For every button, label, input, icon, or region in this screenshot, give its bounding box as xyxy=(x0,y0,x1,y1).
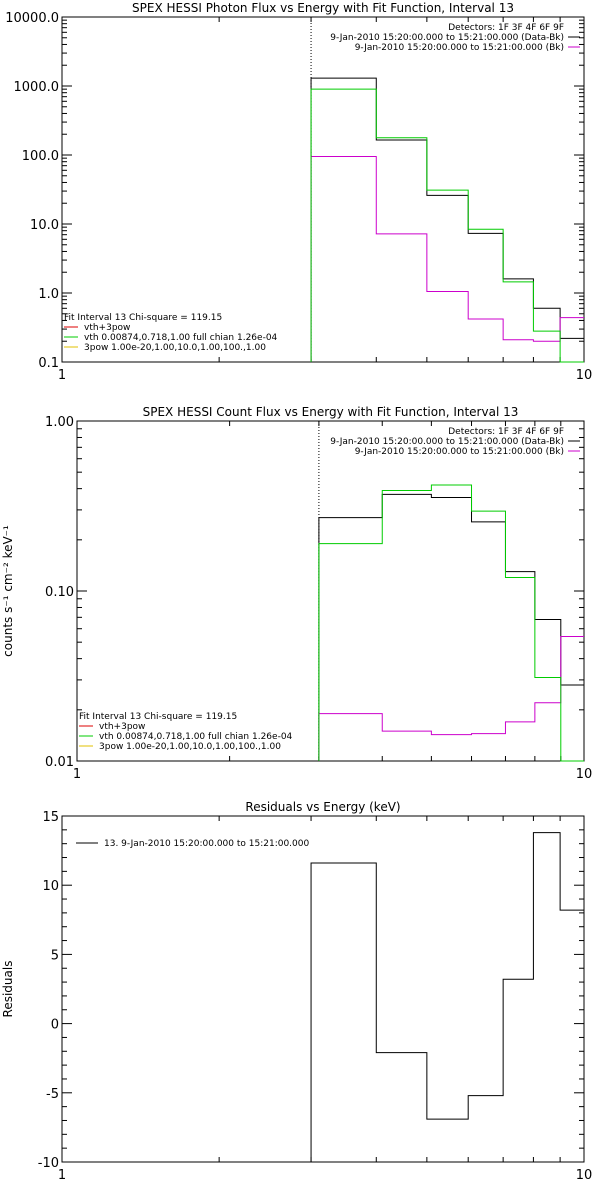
series-2-step-line xyxy=(318,484,584,762)
y-axis-label: Residuals xyxy=(1,961,15,1018)
header-line: Detectors: 1F 3F 4F 6F 9F xyxy=(448,427,564,437)
y-tick-label: 10.0 xyxy=(30,218,59,233)
header-line: 9-Jan-2010 15:20:00.000 to 15:21:00.000 … xyxy=(330,437,564,447)
y-tick-label: 1.0 xyxy=(38,287,59,302)
fit-legend-label: 3pow 1.00e-20,1.00,10.0,1.00,100.,1.00 xyxy=(84,343,266,353)
fit-legend-label: vth+3pow xyxy=(99,722,145,732)
fit-legend-title: Fit Interval 13 Chi-square = 119.15 xyxy=(79,712,237,722)
chart-title: SPEX HESSI Photon Flux vs Energy with Fi… xyxy=(132,1,514,15)
plot-frame xyxy=(76,420,585,762)
header-line: 9-Jan-2010 15:20:00.000 to 15:21:00.000 … xyxy=(330,33,564,43)
y-tick-label: 10 xyxy=(42,879,59,894)
series-0-step-line xyxy=(310,77,584,362)
fit-legend-label: vth 0.00874,0.718,1.00 full chian 1.26e-… xyxy=(99,732,293,742)
series-0-step-line xyxy=(318,493,584,761)
x-tick-label: 1 xyxy=(73,767,81,782)
y-tick-label: 0.10 xyxy=(45,585,74,600)
x-tick-label: 1 xyxy=(58,368,66,383)
y-tick-label: 1000.0 xyxy=(14,80,60,95)
x-tick-label: 10 xyxy=(576,767,593,782)
y-tick-label: 0 xyxy=(51,1018,59,1033)
y-tick-label: -5 xyxy=(46,1087,59,1102)
y-tick-label: 5 xyxy=(51,948,59,963)
plot-frame xyxy=(61,16,585,363)
series-0-step-line xyxy=(310,832,584,1162)
fit-legend-label: 3pow 1.00e-20,1.00,10.0,1.00,100.,1.00 xyxy=(99,742,281,752)
series-1-step-line xyxy=(318,635,584,761)
residual-legend-label: 13. 9-Jan-2010 15:20:00.000 to 15:21:00.… xyxy=(104,839,309,849)
header-line: 9-Jan-2010 15:20:00.000 to 15:21:00.000 … xyxy=(355,43,564,53)
x-tick-label: 1 xyxy=(58,1168,66,1183)
y-tick-label: 10000.0 xyxy=(5,11,59,26)
x-tick-label: 10 xyxy=(576,1168,593,1183)
y-tick-label: 1.00 xyxy=(45,415,74,430)
y-tick-label: 0.1 xyxy=(38,356,59,371)
y-tick-label: 0.01 xyxy=(45,755,74,770)
fit-legend-title: Fit Interval 13 Chi-square = 119.15 xyxy=(64,313,222,323)
x-tick-label: 10 xyxy=(576,368,593,383)
fit-legend-label: vth 0.00874,0.718,1.00 full chian 1.26e-… xyxy=(84,333,278,343)
series-2-step-line xyxy=(310,88,584,363)
y-tick-label: -10 xyxy=(38,1156,59,1171)
plot-frame xyxy=(61,815,585,1163)
series-1-step-line xyxy=(310,156,584,362)
y-axis-label: counts s⁻¹ cm⁻² keV⁻¹ xyxy=(1,525,15,657)
header-line: Detectors: 1F 3F 4F 6F 9F xyxy=(448,23,564,33)
y-tick-label: 15 xyxy=(42,810,59,825)
header-line: 9-Jan-2010 15:20:00.000 to 15:21:00.000 … xyxy=(355,447,564,457)
y-tick-label: 100.0 xyxy=(22,149,59,164)
chart-title: Residuals vs Energy (keV) xyxy=(245,800,400,814)
fit-legend-label: vth+3pow xyxy=(84,323,130,333)
chart-title: SPEX HESSI Count Flux vs Energy with Fit… xyxy=(143,405,519,419)
